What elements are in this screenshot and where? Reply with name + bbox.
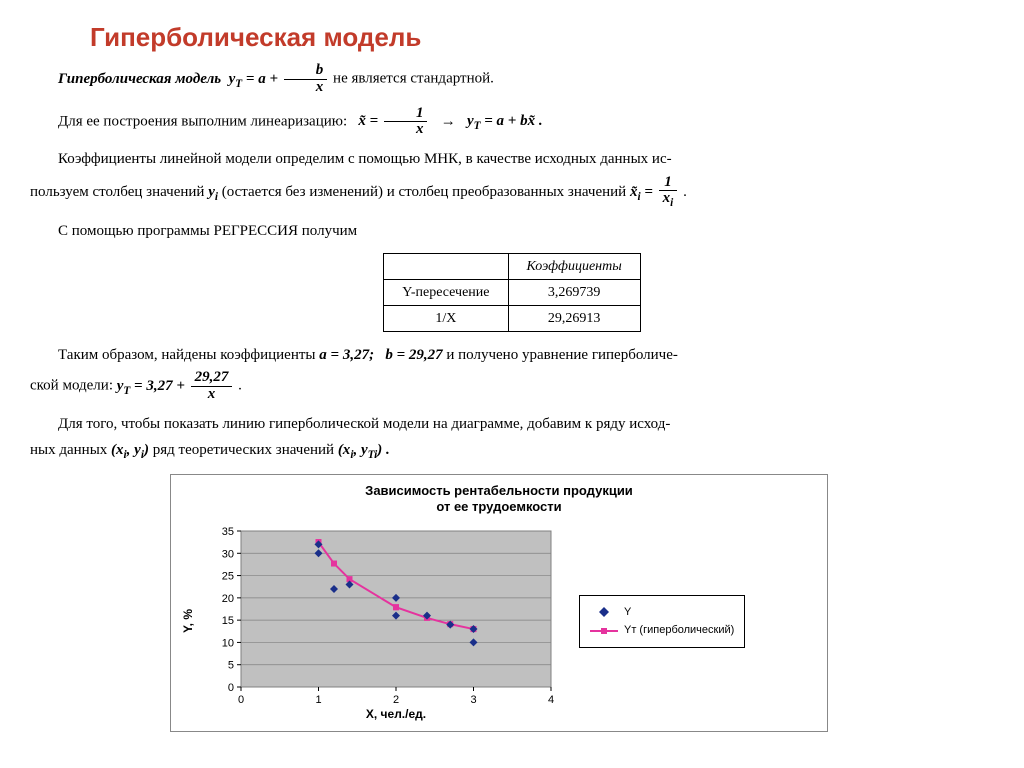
svg-text:5: 5	[228, 660, 234, 672]
para3b-pref: пользуем столбец значений	[30, 184, 208, 200]
svg-text:2: 2	[393, 694, 399, 706]
eq5-sub: T	[123, 385, 130, 397]
coef-r2c2: 29,26913	[508, 305, 640, 331]
p6b-xt: (x	[338, 442, 351, 458]
svg-text:0: 0	[238, 694, 244, 706]
coef-r2c1: 1/X	[384, 305, 508, 331]
svg-text:4: 4	[548, 694, 554, 706]
para5-a: a = 3,27;	[319, 347, 374, 363]
para-4: С помощью программы РЕГРЕССИЯ получим	[30, 220, 994, 243]
para-1: Гиперболическая модель yT = a + b x не я…	[30, 63, 994, 96]
p6b-xy2: , y	[127, 442, 141, 458]
svg-text:20: 20	[222, 593, 234, 605]
chart-container: Зависимость рентабельности продукции от …	[170, 474, 828, 733]
para-5a: Таким образом, найдены коэффициенты a = …	[30, 344, 994, 367]
eq4-lhs-sub: i	[637, 191, 640, 203]
svg-text:35: 35	[222, 526, 234, 538]
para-3b: пользуем столбец значений yi (остается б…	[30, 175, 994, 211]
p6b-pref: ных данных	[30, 442, 111, 458]
table-row: 1/X29,26913	[384, 305, 640, 331]
p6b-yt: , y	[353, 442, 367, 458]
p6b-xy: (x	[111, 442, 124, 458]
eq5-den: x	[191, 387, 233, 403]
para2-text: Для ее построения выполним линеаризацию:	[58, 113, 347, 129]
para-6a: Для того, чтобы показать линию гиперболи…	[30, 413, 994, 436]
eq3-sub: T	[474, 120, 481, 132]
eq2-num: 1	[384, 106, 428, 123]
p6b-close2: ) .	[377, 442, 390, 458]
coef-header: Коэффициенты	[508, 253, 640, 279]
eq4-frac: 1 xi	[659, 175, 678, 211]
para5a-text: Таким образом, найдены коэффициенты	[58, 347, 319, 363]
para5-b: b = 29,27	[385, 347, 442, 363]
para3b-yi: y	[208, 184, 215, 200]
coef-r1c1: Y-пересечение	[384, 279, 508, 305]
legend-item-y: Y	[590, 604, 734, 621]
para1-lead: Гиперболическая модель	[58, 71, 221, 87]
chart-ylabel: Y, %	[179, 609, 197, 633]
para-6b: ных данных (xi, yi) ряд теоретических зн…	[30, 439, 994, 464]
para-5c: ской модели: yT = 3,27 + 29,27 x .	[30, 370, 994, 403]
svg-text:15: 15	[222, 616, 234, 628]
legend-label-y: Y	[624, 604, 631, 621]
eq3-rhs: = a + bx̃ .	[484, 113, 542, 129]
chart-title-l1: Зависимость рентабельности продукции	[365, 483, 633, 498]
para3b-yi-sub: i	[215, 191, 218, 203]
svg-text:25: 25	[222, 571, 234, 583]
svg-text:X, чел./ед.: X, чел./ед.	[366, 707, 426, 721]
eq1-num: b	[284, 63, 328, 80]
legend-item-yt: Yт (гиперболический)	[590, 622, 734, 639]
coefficients-table: Коэффициенты Y-пересечение3,269739 1/X29…	[383, 253, 640, 332]
p6b-close: )	[144, 442, 149, 458]
p6b-ytsub: Ti	[368, 449, 378, 461]
eq1-frac: b x	[284, 63, 328, 96]
legend-swatch-diamond	[590, 605, 618, 619]
eq5-const: 3,27	[146, 378, 172, 394]
eq1-den: x	[284, 80, 328, 96]
eq1-sub: T	[235, 78, 242, 90]
eq3-lhs: y	[467, 113, 474, 129]
eq5-frac: 29,27 x	[191, 370, 233, 403]
chart-plot: 0 5 10 15 20 25 30 35 0 1 2 3 4 X, чел./ед.	[201, 521, 561, 721]
page-title: Гиперболическая модель	[90, 18, 994, 57]
table-row: Y-пересечение3,269739	[384, 279, 640, 305]
eq4-den-sub: i	[670, 197, 673, 209]
eq2-lhs: x̃	[358, 113, 366, 129]
para3b-mid: (остается без изменений) и столбец преоб…	[222, 184, 630, 200]
p6b-mid: ряд теоретических значений	[153, 442, 338, 458]
coef-r1c2: 3,269739	[508, 279, 640, 305]
para5c-pref: ской модели:	[30, 378, 117, 394]
para1-tail: не является стандартной.	[333, 71, 494, 87]
chart-title: Зависимость рентабельности продукции от …	[179, 483, 819, 516]
eq2-frac: 1 x	[384, 106, 428, 139]
svg-text:0: 0	[228, 682, 234, 694]
eq2-den: x	[384, 122, 428, 138]
para-3a: Коэффициенты линейной модели определим с…	[30, 148, 994, 171]
legend-swatch-line	[590, 624, 618, 638]
eq4-den: xi	[659, 191, 678, 210]
para-2: Для ее построения выполним линеаризацию:…	[30, 106, 994, 139]
svg-text:30: 30	[222, 549, 234, 561]
chart-title-l2: от ее трудоемкости	[436, 499, 561, 514]
eq4-num: 1	[659, 175, 678, 192]
svg-text:3: 3	[470, 694, 476, 706]
arrow-icon: →	[441, 113, 456, 129]
svg-text:10: 10	[222, 638, 234, 650]
eq1-a: a	[258, 71, 266, 87]
para5b-text: и получено уравнение гиперболиче-	[446, 347, 677, 363]
svg-text:1: 1	[315, 694, 321, 706]
chart-legend: Y Yт (гиперболический)	[579, 595, 745, 648]
eq5-num: 29,27	[191, 370, 233, 387]
legend-label-yt: Yт (гиперболический)	[624, 622, 734, 639]
